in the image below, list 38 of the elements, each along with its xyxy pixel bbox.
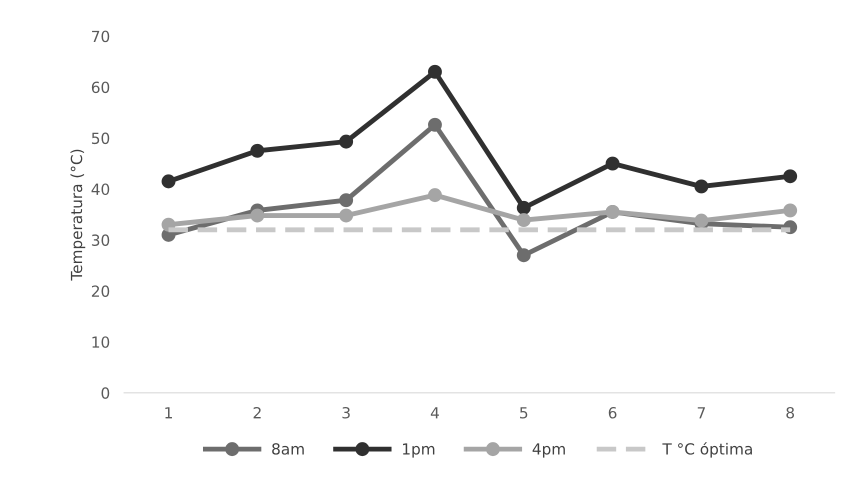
point xyxy=(162,174,176,188)
point xyxy=(606,156,620,170)
legend-label: 8am xyxy=(272,443,304,455)
point xyxy=(339,134,354,149)
point xyxy=(516,200,531,215)
point xyxy=(783,203,798,218)
point xyxy=(694,180,708,194)
y-tick-label: 10 xyxy=(92,336,110,348)
x-tick-label: 7 xyxy=(698,407,705,418)
point xyxy=(339,208,354,222)
y-tick-label: 70 xyxy=(92,30,110,42)
point xyxy=(516,248,531,262)
y-tick-label: 0 xyxy=(102,387,110,399)
x-tick-label: 2 xyxy=(254,406,261,418)
legend-label: T °C óptima xyxy=(662,442,752,458)
point xyxy=(339,193,354,208)
legend-label: 4pm xyxy=(532,443,565,458)
point xyxy=(694,214,708,228)
x-tick-label: 8 xyxy=(786,406,794,419)
x-tick-label: 4 xyxy=(430,407,439,418)
x-tick-label: 3 xyxy=(342,406,350,419)
legend-label: 1pm xyxy=(403,443,434,458)
point xyxy=(516,213,531,228)
point xyxy=(250,208,264,222)
y-axis-title: Temperatura (°C) xyxy=(70,150,86,281)
point xyxy=(428,64,442,79)
y-tick-label: 20 xyxy=(92,285,110,297)
point xyxy=(250,144,264,158)
x-tick-label: 1 xyxy=(165,407,172,418)
y-tick-label: 60 xyxy=(92,82,110,94)
point xyxy=(428,188,442,202)
point xyxy=(783,169,798,184)
x-tick-label: 6 xyxy=(608,406,616,419)
y-tick-label: 50 xyxy=(92,132,110,144)
y-tick-label: 30 xyxy=(92,234,110,246)
point xyxy=(428,118,442,132)
y-tick-label: 40 xyxy=(92,183,110,196)
x-tick-label: 5 xyxy=(520,407,528,419)
